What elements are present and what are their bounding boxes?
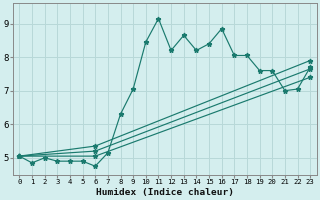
X-axis label: Humidex (Indice chaleur): Humidex (Indice chaleur)	[96, 188, 234, 197]
